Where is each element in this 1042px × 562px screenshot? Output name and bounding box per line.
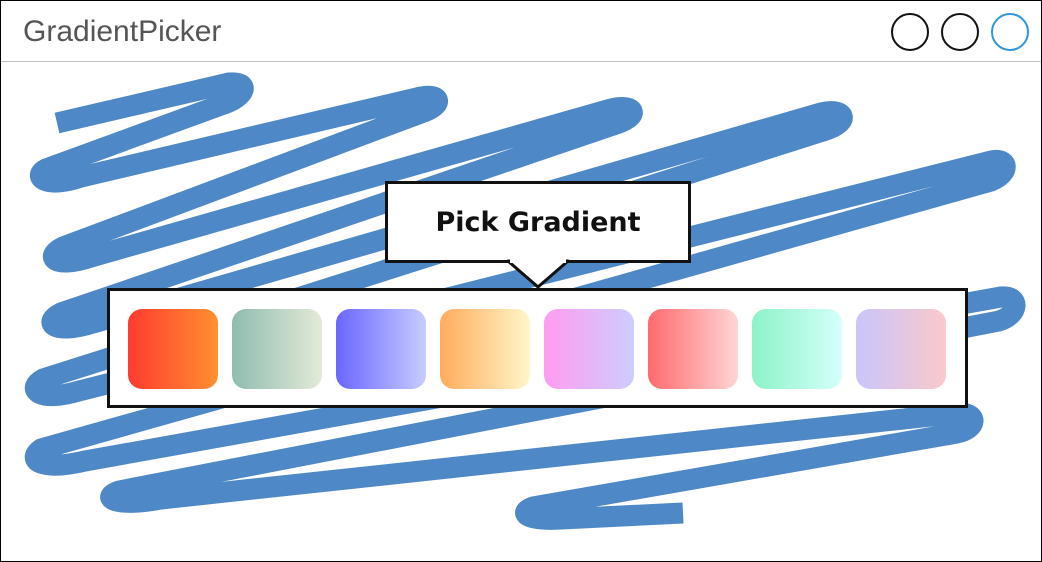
- window-button-3[interactable]: [991, 13, 1029, 51]
- app-title: GradientPicker: [23, 15, 222, 48]
- gradient-swatch-2[interactable]: [232, 309, 322, 389]
- gradient-swatch-5[interactable]: [544, 309, 634, 389]
- gradient-swatch-7[interactable]: [752, 309, 842, 389]
- callout-title: Pick Gradient: [435, 206, 641, 238]
- gradient-swatch-4[interactable]: [440, 309, 530, 389]
- gradient-swatch-8[interactable]: [856, 309, 946, 389]
- gradient-swatch-1[interactable]: [128, 309, 218, 389]
- gradient-swatch-3[interactable]: [336, 309, 426, 389]
- callout-pointer: [506, 259, 570, 289]
- gradient-panel: [107, 288, 968, 408]
- pick-gradient-callout: Pick Gradient: [385, 181, 691, 263]
- gradient-swatch-6[interactable]: [648, 309, 738, 389]
- window-button-1[interactable]: [891, 13, 929, 51]
- window-button-2[interactable]: [941, 13, 979, 51]
- title-bar: GradientPicker: [1, 1, 1041, 62]
